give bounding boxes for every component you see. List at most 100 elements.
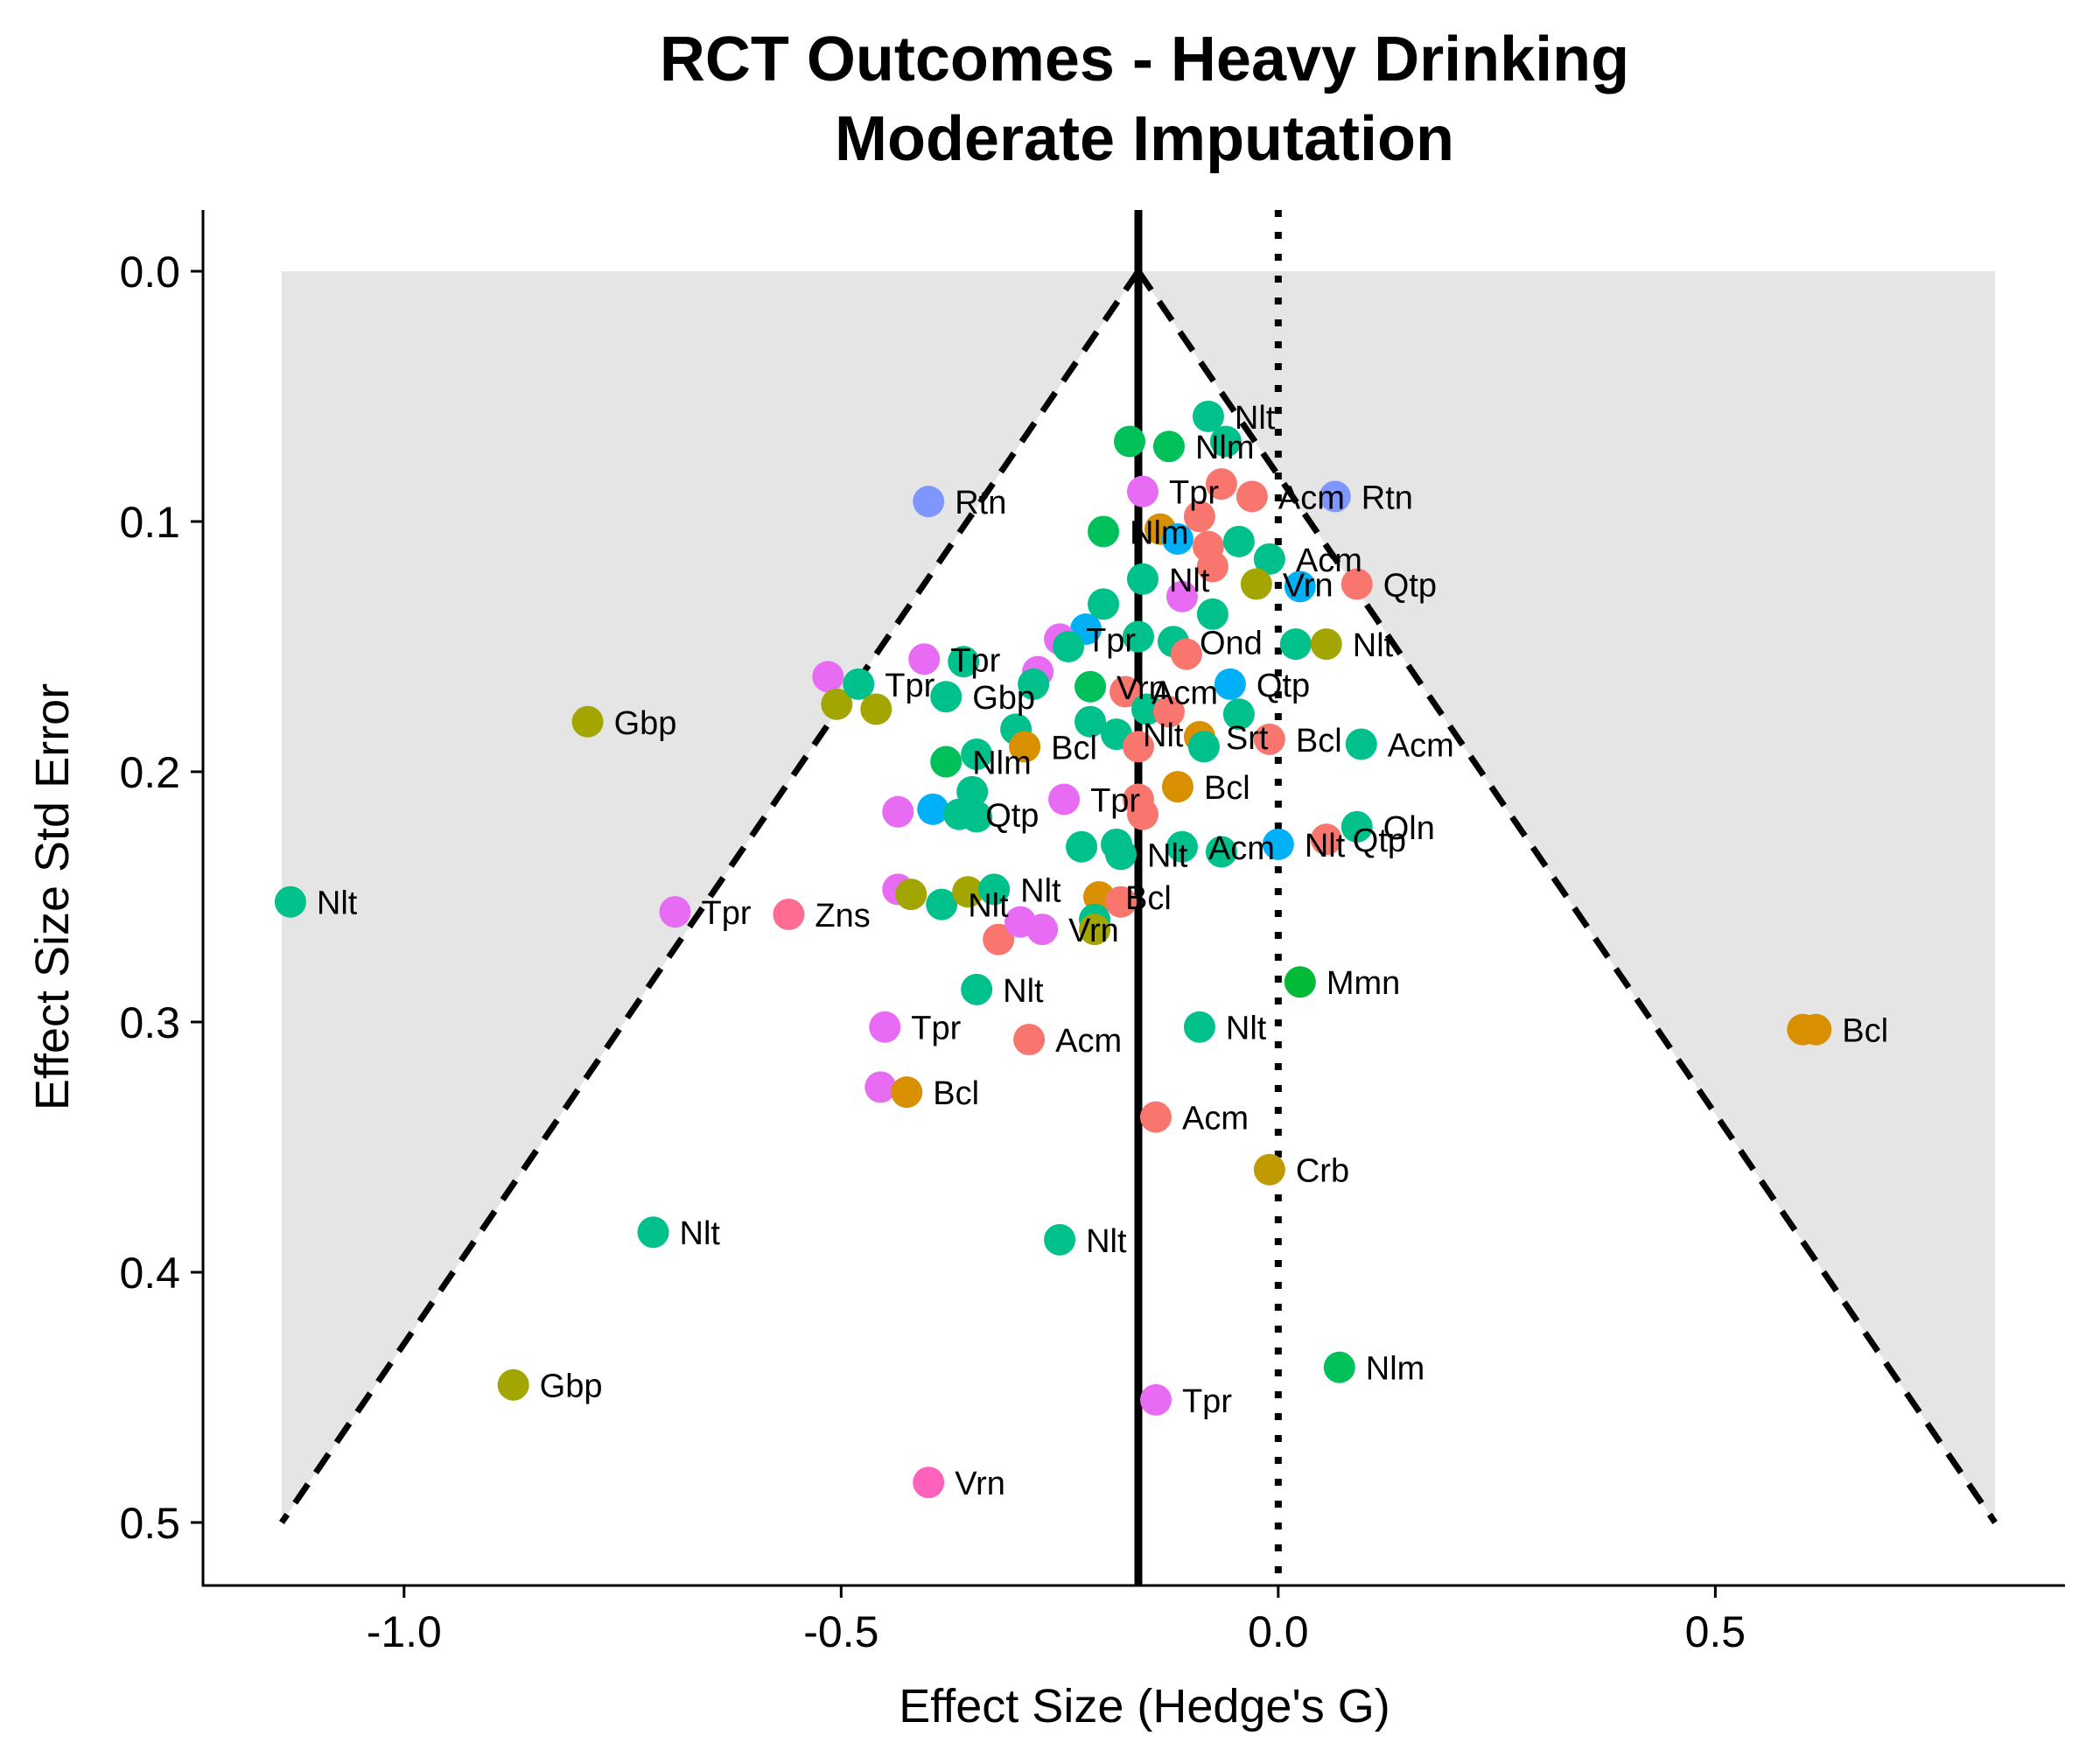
point-label: Tpr — [1169, 475, 1219, 512]
x-tick-label: -1.0 — [367, 1607, 442, 1656]
data-point — [1319, 480, 1351, 513]
data-point — [1222, 698, 1255, 731]
x-axis-title: Effect Size (Hedge's G) — [899, 1680, 1390, 1732]
point-label: Nlm — [1366, 1351, 1425, 1388]
data-point — [961, 801, 993, 833]
data-point — [961, 738, 993, 770]
data-point — [917, 793, 949, 825]
point-label: Qtp — [1353, 822, 1406, 859]
data-point — [1222, 525, 1255, 557]
data-point — [1345, 728, 1377, 760]
data-point — [1196, 550, 1228, 583]
data-point — [1214, 668, 1246, 700]
data-point — [913, 486, 945, 518]
y-tick-label: 0.0 — [119, 248, 180, 297]
point-label: Ond — [1200, 625, 1263, 662]
chart-title-line-2: Moderate Imputation — [835, 104, 1454, 174]
point-label: Nlt — [1147, 837, 1188, 874]
data-point — [1284, 570, 1316, 603]
point-label: Gbp — [972, 680, 1035, 717]
x-tick-label: 0.5 — [1685, 1607, 1746, 1656]
data-point — [1209, 425, 1242, 458]
y-tick-label: 0.2 — [119, 748, 180, 797]
data-point — [1166, 830, 1198, 863]
point-label: Acm — [1055, 1023, 1122, 1060]
data-point — [1139, 1101, 1172, 1133]
data-point — [1152, 430, 1185, 463]
data-point — [1074, 670, 1107, 703]
point-label: Gbp — [540, 1368, 603, 1405]
data-point — [1262, 828, 1294, 860]
data-point — [1066, 830, 1098, 863]
data-point — [1126, 563, 1158, 595]
data-point — [926, 888, 958, 920]
data-point — [1048, 783, 1081, 816]
data-point — [1183, 500, 1215, 533]
data-point — [895, 878, 928, 911]
point-label: Nlm — [1130, 514, 1189, 551]
data-point — [1105, 886, 1138, 918]
data-point — [821, 688, 853, 720]
data-point — [1236, 480, 1268, 513]
data-point — [1161, 771, 1194, 803]
point-label: Acm — [1278, 480, 1345, 516]
data-point — [1183, 1011, 1215, 1043]
data-point — [1323, 1351, 1355, 1383]
point-label: Nlt — [680, 1215, 721, 1252]
data-point — [1139, 1383, 1172, 1416]
data-point — [1088, 588, 1120, 620]
funnel-left-line — [279, 270, 1141, 1524]
data-point — [1044, 1223, 1076, 1256]
data-point — [1114, 425, 1146, 458]
data-point — [773, 899, 805, 931]
y-tick-label: 0.3 — [119, 998, 180, 1047]
point-label: Nlt — [1235, 400, 1276, 437]
point-label: Acm — [1296, 542, 1362, 579]
data-point — [930, 681, 962, 713]
data-point — [659, 896, 691, 928]
point-label: Nlt — [1086, 1223, 1127, 1260]
point-label: Nlt — [1169, 563, 1210, 599]
x-tick-label: 0.0 — [1248, 1607, 1309, 1656]
data-point — [843, 668, 875, 700]
point-label: Tpr — [1086, 622, 1136, 659]
point-label: Mmn — [1326, 965, 1400, 1002]
funnel-right-line — [1136, 270, 1998, 1524]
point-label: Acm — [1182, 1101, 1249, 1138]
point-label: Bcl — [1125, 880, 1172, 917]
chart-title-line-1: RCT Outcomes - Heavy Drinking — [660, 24, 1629, 94]
data-point — [913, 1466, 945, 1499]
data-point — [1166, 580, 1198, 612]
data-point — [869, 1011, 901, 1043]
point-label: Nlt — [317, 886, 358, 922]
data-point — [1800, 1013, 1832, 1046]
data-point — [908, 643, 941, 676]
data-point — [1192, 400, 1224, 432]
point-label: Bcl — [1051, 730, 1097, 766]
data-point — [1240, 568, 1272, 600]
point-label: Rtn — [1362, 480, 1413, 516]
data-point — [1074, 705, 1107, 738]
point-label: Bcl — [933, 1075, 979, 1112]
point-label: Nlt — [1003, 973, 1044, 1010]
point-label: Nlt — [1353, 627, 1394, 664]
point-label: Qtp — [1256, 668, 1310, 704]
point-label: Gbp — [614, 705, 677, 742]
data-point — [930, 746, 962, 778]
data-point — [1110, 676, 1142, 708]
point-label: Bcl — [1204, 770, 1250, 807]
data-point — [952, 876, 984, 908]
y-axis-title: Effect Size Std Error — [26, 683, 79, 1110]
x-tick-label: -0.5 — [803, 1607, 878, 1656]
point-label: Qtp — [985, 798, 1039, 835]
data-point — [1122, 620, 1154, 653]
data-point — [1196, 598, 1228, 630]
data-point — [1253, 542, 1285, 575]
data-point — [1009, 731, 1041, 763]
point-label: Bcl — [1842, 1013, 1888, 1050]
data-point — [1310, 823, 1342, 856]
point-label: Qtp — [1383, 568, 1437, 605]
data-point — [1205, 836, 1237, 868]
